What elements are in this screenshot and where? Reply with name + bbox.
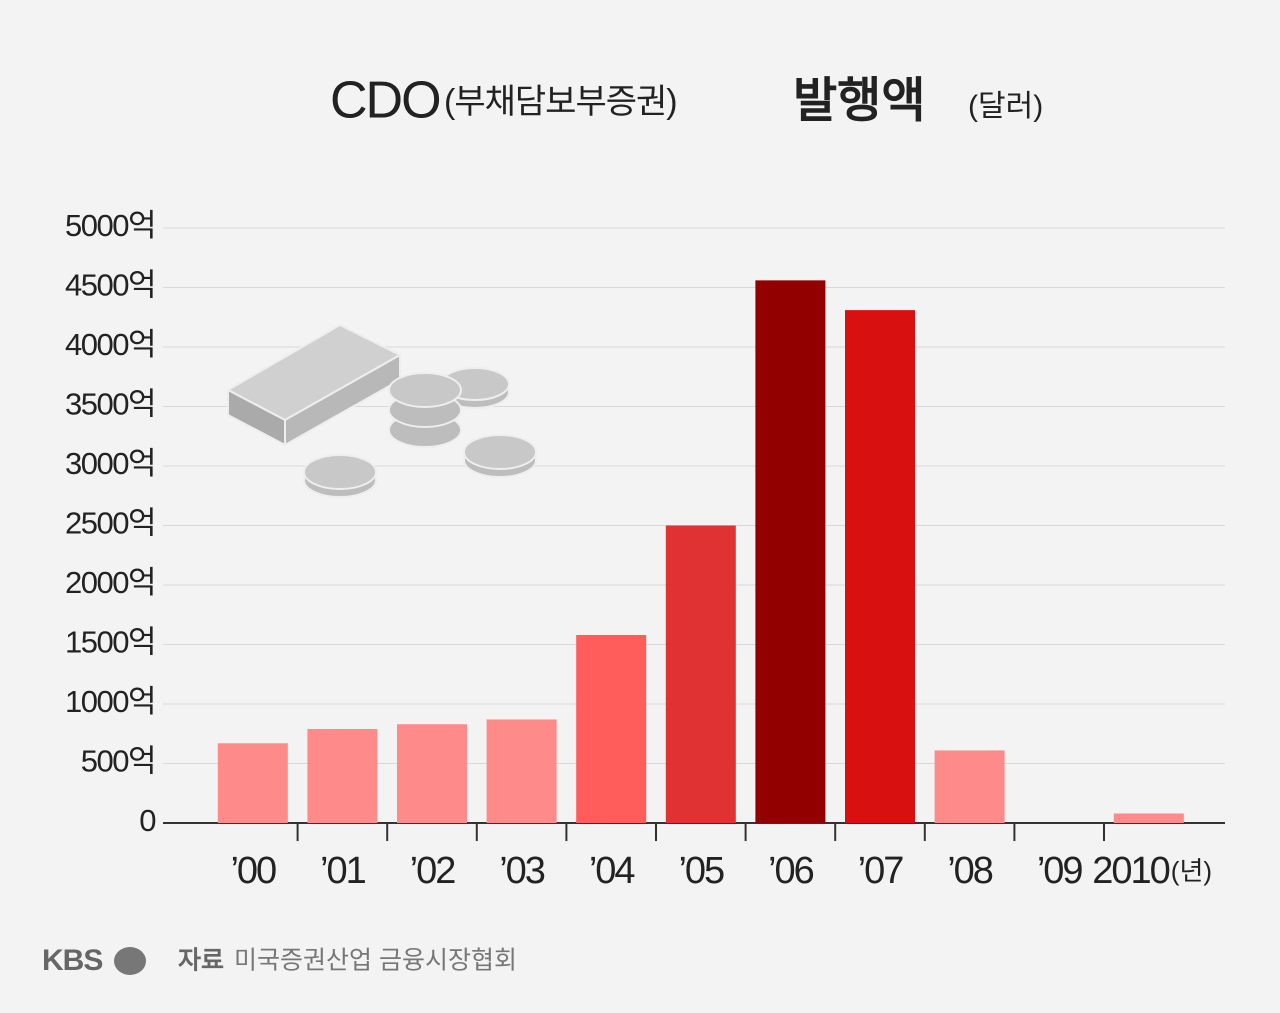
title: CDO (부채담보부증권) 발행액 (달러) <box>330 72 1043 130</box>
x-tick-label: ’07 <box>858 850 904 892</box>
x-tick-label: ’01 <box>320 850 366 892</box>
y-tick-label: 500억 <box>81 744 155 779</box>
y-tick-label: 3000억 <box>65 446 155 481</box>
bar <box>845 310 915 823</box>
bar <box>576 634 647 823</box>
x-tick-label: ’03 <box>499 850 545 892</box>
y-tick-label: 1500억 <box>65 625 155 660</box>
bar <box>1113 813 1184 823</box>
x-unit: (년) <box>1171 856 1212 886</box>
x-tick-label: ’02 <box>410 850 456 892</box>
y-tick-label: 4000억 <box>65 327 155 362</box>
x-tick-label: ’08 <box>947 850 993 892</box>
title-unit: (달러) <box>968 90 1043 123</box>
y-tick-label: 3500억 <box>65 387 155 422</box>
y-tick-label: 1000억 <box>65 684 155 719</box>
bar <box>397 724 467 823</box>
bar <box>934 750 1005 823</box>
y-tick-label: 2500억 <box>65 506 155 541</box>
bar <box>217 743 288 823</box>
bar <box>755 280 826 823</box>
plot: 0 500억 1000억 1500억 2000억 2500억 3000억 3500억 4000억… <box>65 208 1225 892</box>
bar <box>486 719 557 823</box>
brand-logo <box>114 947 146 975</box>
money-illustration <box>225 323 537 498</box>
x-tick-label: ’04 <box>589 850 636 892</box>
title-note: (부채담보부증권) <box>444 83 677 121</box>
source: 미국증권산업 금융시장협회 <box>234 947 517 975</box>
y-tick-label: 0 <box>139 803 156 838</box>
x-tick-label: ’09 <box>1037 850 1083 892</box>
x-tick-label: ’06 <box>768 850 814 892</box>
source-label: 자료 <box>178 947 224 975</box>
title-emph: 발행액 <box>793 75 925 128</box>
title-main: CDO <box>330 72 440 130</box>
x-tick-label: 2010 <box>1092 850 1169 892</box>
bar <box>307 728 378 823</box>
bar <box>665 525 736 823</box>
y-tick-label: 2000억 <box>65 565 155 600</box>
brand: KBS <box>42 944 102 977</box>
x-tick-label: ’00 <box>230 850 276 892</box>
footer: KBS 자료 미국증권산업 금융시장협회 <box>42 944 517 977</box>
y-tick-label: 4500억 <box>65 268 155 303</box>
y-tick-label: 5000억 <box>65 208 155 243</box>
x-tick-label: ’05 <box>678 850 724 892</box>
